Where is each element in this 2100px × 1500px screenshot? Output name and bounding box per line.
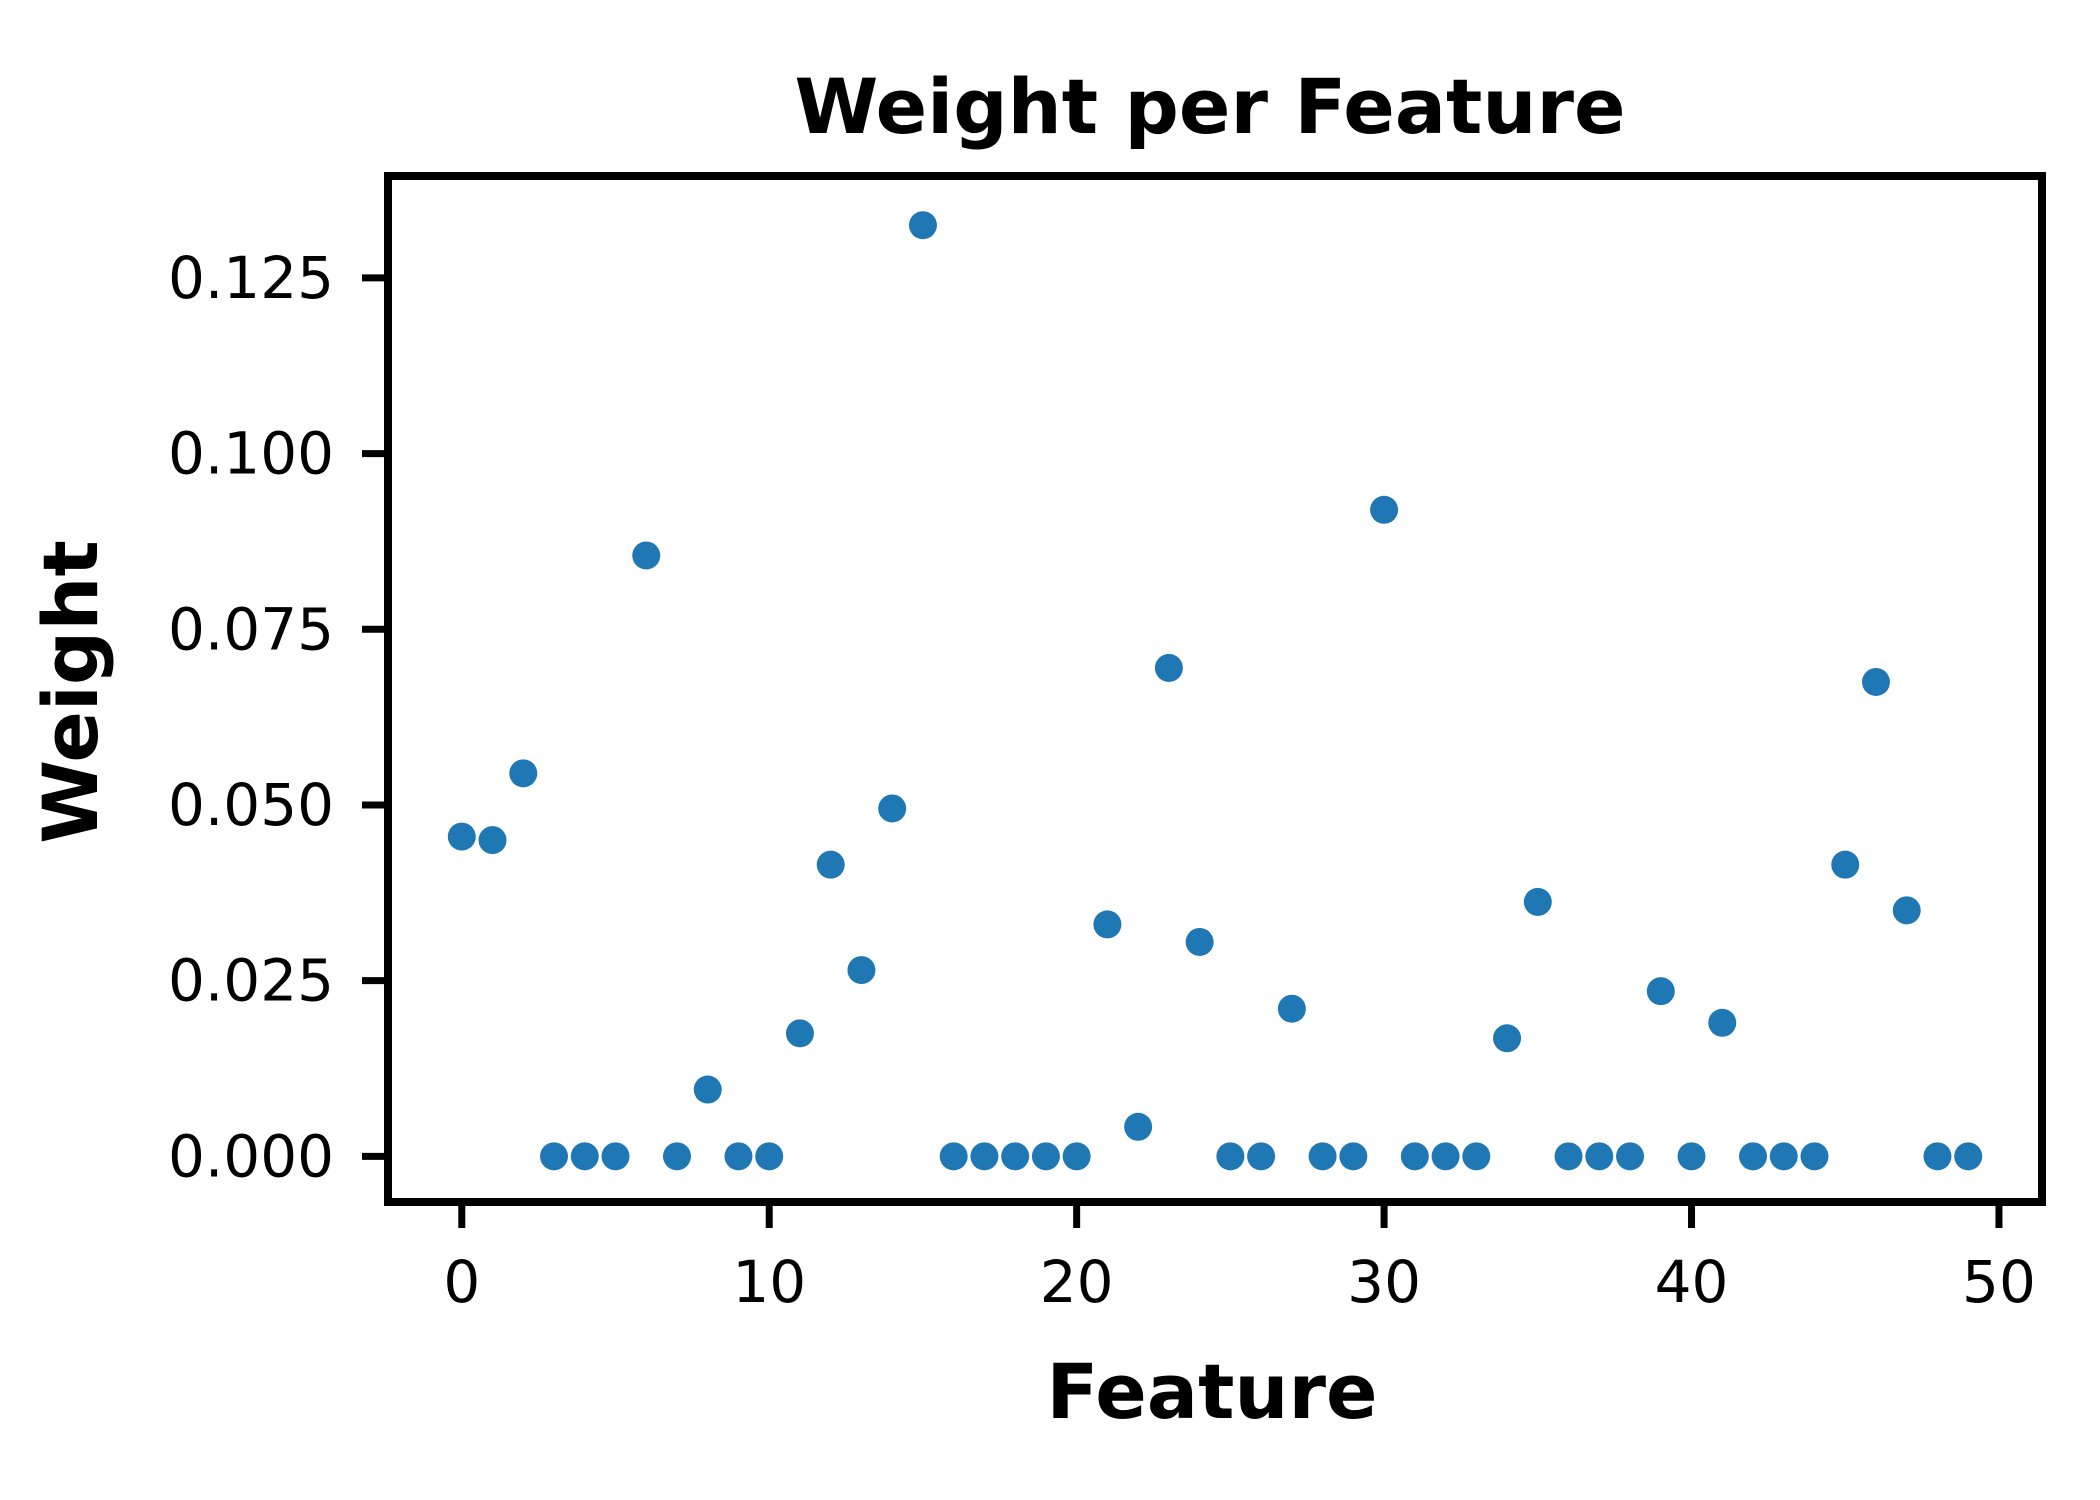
data-point (939, 1142, 968, 1171)
data-point (1031, 1142, 1060, 1171)
y-tick-label: 0.050 (168, 771, 334, 839)
data-point (1431, 1142, 1460, 1171)
data-point (1800, 1142, 1829, 1171)
data-point (1523, 887, 1552, 916)
x-tick-label: 20 (1040, 1248, 1114, 1316)
x-axis: 0 10 20 30 40 50 (443, 1202, 2036, 1316)
data-point (1861, 667, 1890, 696)
data-point (1093, 910, 1122, 939)
data-point (693, 1075, 722, 1104)
y-axis: 0.000 0.025 0.050 0.075 0.100 0.125 (168, 244, 388, 1190)
x-axis-label: Feature (1046, 1347, 1377, 1436)
data-point (509, 759, 538, 788)
x-tick-label: 50 (1962, 1248, 2036, 1316)
data-point (1892, 896, 1921, 925)
data-point (1923, 1142, 1952, 1171)
chart-title: Weight per Feature (794, 62, 1625, 151)
data-point (662, 1142, 691, 1171)
data-point (1831, 850, 1860, 879)
x-tick-label: 40 (1655, 1248, 1729, 1316)
data-point (878, 794, 907, 823)
data-point (601, 1142, 630, 1171)
data-point (970, 1142, 999, 1171)
data-point (1001, 1142, 1030, 1171)
y-axis-label: Weight (26, 540, 115, 844)
data-point (1493, 1024, 1522, 1053)
data-point (1124, 1112, 1153, 1141)
data-point (816, 850, 845, 879)
data-point (1277, 994, 1306, 1023)
data-point (1954, 1142, 1983, 1171)
data-point (570, 1142, 599, 1171)
x-tick-label: 10 (732, 1248, 806, 1316)
data-point (1339, 1142, 1368, 1171)
data-point (847, 956, 876, 985)
data-point (1646, 977, 1675, 1006)
data-point (1554, 1142, 1583, 1171)
data-points (447, 211, 1983, 1171)
data-point (478, 826, 507, 855)
data-point (1154, 653, 1183, 682)
x-tick-label: 30 (1347, 1248, 1421, 1316)
data-point (1400, 1142, 1429, 1171)
data-point (1462, 1142, 1491, 1171)
data-point (1677, 1142, 1706, 1171)
y-tick-label: 0.100 (168, 420, 334, 488)
data-point (908, 211, 937, 240)
y-tick-label: 0.125 (168, 244, 334, 312)
data-point (755, 1142, 784, 1171)
data-point (1616, 1142, 1645, 1171)
data-point (1585, 1142, 1614, 1171)
plot-frame (384, 172, 2046, 1206)
data-point (1308, 1142, 1337, 1171)
y-tick-label: 0.000 (168, 1122, 334, 1190)
data-point (1216, 1142, 1245, 1171)
data-point (724, 1142, 753, 1171)
data-point (1708, 1008, 1737, 1037)
y-tick-label: 0.025 (168, 947, 334, 1015)
data-point (632, 541, 661, 570)
y-tick-label: 0.075 (168, 595, 334, 663)
data-point (540, 1142, 569, 1171)
data-point (1185, 927, 1214, 956)
data-point (447, 822, 476, 851)
x-tick-label: 0 (443, 1248, 480, 1316)
data-point (785, 1019, 814, 1048)
data-point (1739, 1142, 1768, 1171)
data-point (1370, 495, 1399, 524)
data-point (1769, 1142, 1798, 1171)
data-point (1247, 1142, 1276, 1171)
data-point (1062, 1142, 1091, 1171)
